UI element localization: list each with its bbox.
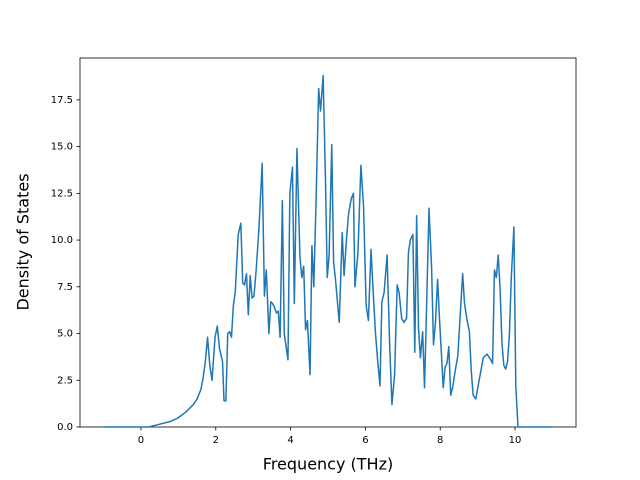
x-tick-label: 2 [213, 435, 219, 446]
y-tick-label: 17.5 [51, 95, 73, 106]
y-tick-label: 7.5 [57, 282, 73, 293]
y-tick-label: 10.0 [51, 235, 73, 246]
x-tick-label: 8 [437, 435, 443, 446]
x-tick-label: 4 [287, 435, 293, 446]
x-tick-label: 6 [362, 435, 368, 446]
x-tick-label: 0 [138, 435, 144, 446]
y-tick-label: 15.0 [51, 142, 73, 153]
y-tick-label: 5.0 [57, 329, 73, 340]
y-tick-label: 12.5 [51, 188, 73, 199]
y-tick-label: 2.5 [57, 375, 73, 386]
x-tick-label: 10 [509, 435, 522, 446]
plot-frame [79, 57, 577, 428]
y-tick-label: 0.0 [57, 422, 73, 433]
y-axis-label: Density of States [14, 173, 33, 310]
x-axis-label: Frequency (THz) [263, 455, 393, 474]
line-series [103, 74, 553, 428]
